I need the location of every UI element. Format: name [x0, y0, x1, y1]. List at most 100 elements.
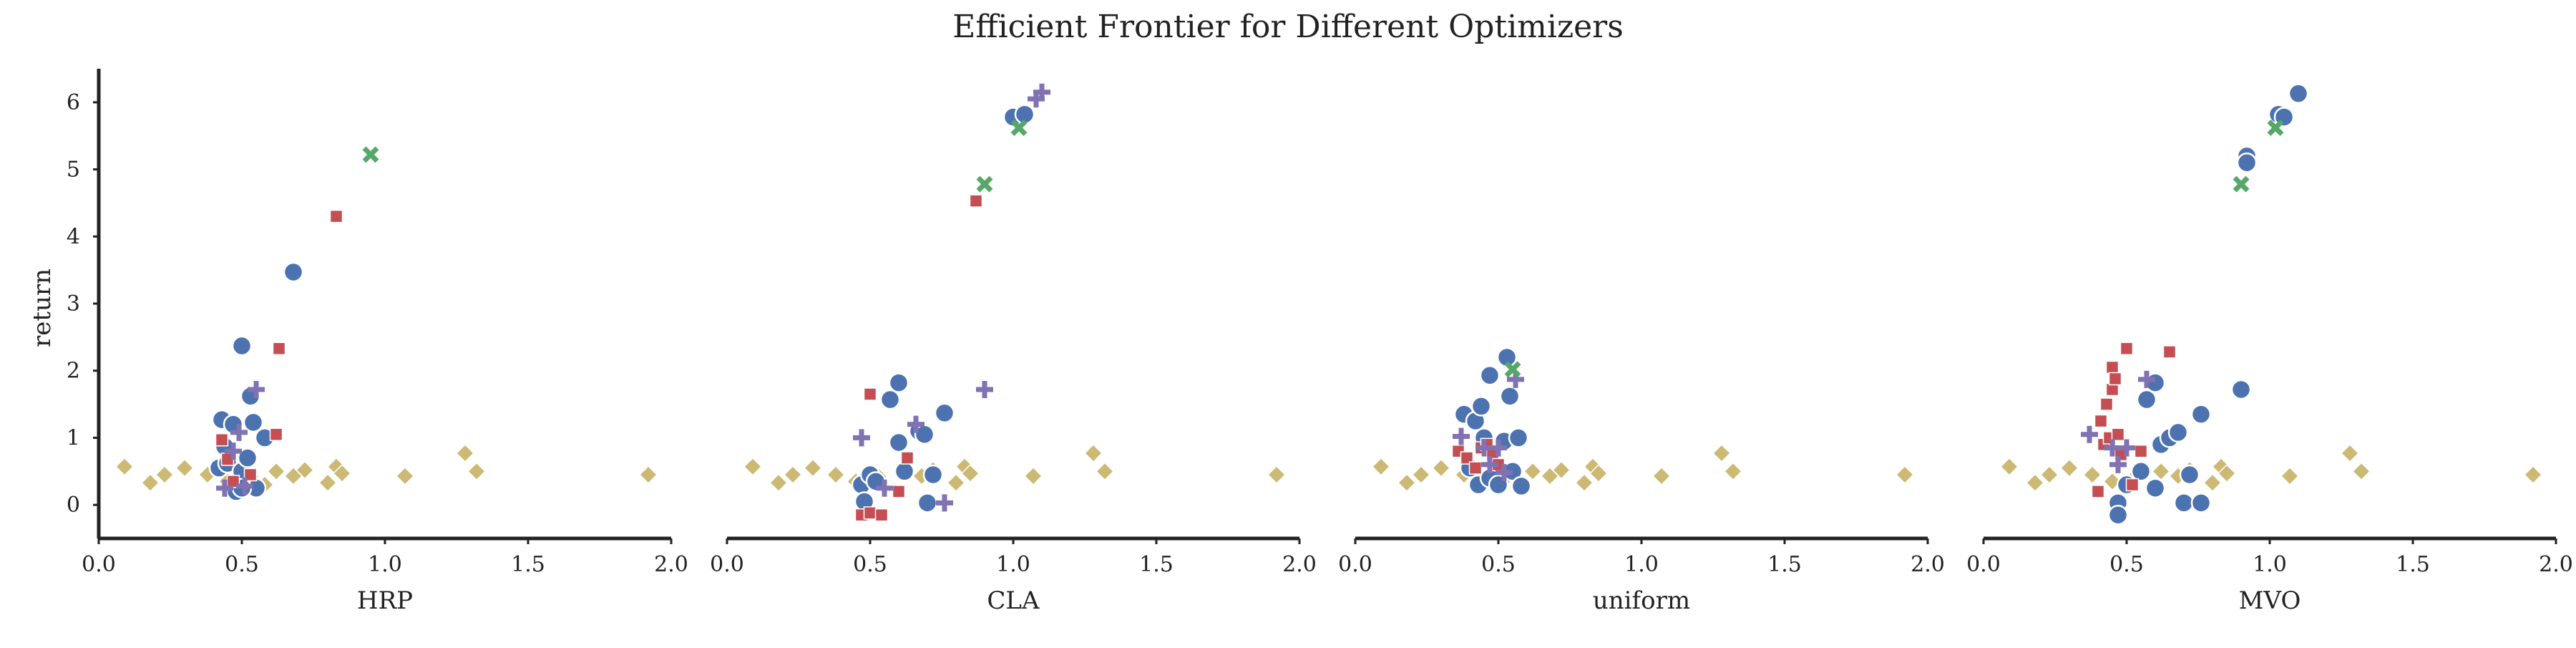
panels-layer: 0 1 2 3 4 5 6 0.0 0.5 1.0 1.5 2.0 HRP 0.0 0.5 1.0 1.5 2.0… — [67, 69, 2573, 615]
scatter-point-plus — [876, 479, 893, 497]
scatter-point-plus — [853, 429, 870, 447]
scatter-point-circle — [231, 335, 253, 357]
x-tick-label: 1.5 — [511, 552, 545, 577]
x-tick-label: 1.5 — [1767, 552, 1802, 577]
x-axis-label: CLA — [987, 586, 1040, 615]
scatter-point-plus — [1481, 455, 1498, 473]
scatter-point-diamond — [826, 465, 846, 485]
scatter-point-square — [900, 451, 914, 465]
scatter-point-diamond — [2340, 443, 2360, 463]
scatter-point-diamond — [1551, 460, 1571, 480]
scatter-point-circle — [237, 448, 258, 468]
scatter-point-plus — [230, 423, 248, 441]
x-tick-label: 2.0 — [654, 552, 688, 577]
scatter-point-circle — [888, 432, 909, 453]
scatter-point-diamond — [2082, 465, 2102, 485]
scatter-point-diamond — [395, 466, 415, 485]
scatter-point-square — [2134, 444, 2148, 458]
scatter-point-square — [874, 508, 889, 522]
scatter-point-square — [1468, 461, 1483, 475]
scatter-point-diamond — [1895, 465, 1915, 485]
scatter-point-diamond — [638, 465, 658, 485]
scatter-point-circle — [243, 412, 264, 433]
scatter-point-square — [269, 427, 283, 441]
scatter-point-x — [2267, 119, 2284, 136]
scatter-point-square — [2094, 414, 2108, 428]
scatter-point-diamond — [2523, 465, 2543, 485]
scatter-point-circle — [2190, 404, 2212, 425]
x-tick-label: 0.5 — [225, 552, 259, 577]
scatter-point-circle — [2236, 152, 2258, 173]
scatter-point-circle — [922, 464, 944, 485]
scatter-point-diamond — [1371, 457, 1391, 476]
scatter-point-circle — [1511, 475, 1532, 497]
scatter-point-plus — [1033, 83, 1050, 101]
scatter-point-circle — [1479, 365, 1501, 386]
scatter-point-diamond — [1431, 458, 1451, 478]
scatter-point-diamond — [1574, 473, 1594, 493]
x-tick-label: 0.5 — [2109, 552, 2144, 577]
y-axis-label: return — [28, 269, 57, 347]
scatter-point-diamond — [2151, 462, 2171, 481]
scatter-point-circle — [2130, 461, 2152, 482]
scatter-point-square — [243, 468, 258, 482]
scatter-point-circle — [2167, 422, 2189, 443]
scatter-point-circle — [2145, 478, 2166, 498]
scatter-point-x — [976, 175, 993, 193]
scatter-point-plus — [2109, 455, 2127, 473]
scatter-point-diamond — [946, 473, 966, 493]
scatter-point-x — [362, 146, 379, 163]
scatter-point-square — [215, 432, 229, 447]
scatter-point-plus — [225, 443, 242, 460]
scatter-point-diamond — [1411, 465, 1431, 485]
scatter-point-diamond — [175, 458, 195, 478]
scatter-point-circle — [2190, 493, 2212, 513]
x-tick-label: 1.5 — [2396, 552, 2430, 577]
x-tick-label: 1.0 — [368, 552, 402, 577]
scatter-point-plus — [2118, 439, 2135, 457]
scatter-point-diamond — [332, 464, 352, 483]
x-tick-label: 1.5 — [1139, 552, 1174, 577]
scatter-point-diamond — [140, 473, 160, 493]
x-tick-label: 2.0 — [1282, 552, 1317, 577]
chart-title: Efficient Frontier for Different Optimiz… — [952, 9, 1624, 45]
scatter-point-x — [2233, 175, 2250, 193]
scatter-point-diamond — [1723, 462, 1743, 481]
x-tick-label: 2.0 — [1911, 552, 1945, 577]
scatter-point-square — [2108, 372, 2122, 386]
scatter-point-diamond — [803, 458, 823, 478]
scatter-point-plus — [236, 477, 253, 495]
scatter-point-square — [1460, 451, 1474, 465]
x-tick-label: 0.0 — [710, 552, 744, 577]
scatter-point-diamond — [318, 473, 338, 493]
panel-2: 0.0 0.5 1.0 1.5 2.0 uniform — [1338, 347, 1945, 615]
panel-1: 0.0 0.5 1.0 1.5 2.0 CLA — [710, 83, 1317, 615]
scatter-point-plus — [1490, 439, 1507, 457]
scatter-point-circle — [2107, 504, 2129, 526]
scatter-point-square — [2125, 478, 2140, 492]
scatter-point-diamond — [1083, 443, 1103, 463]
scatter-point-diamond — [1523, 462, 1543, 481]
scatter-point-diamond — [1267, 465, 1287, 485]
scatter-point-diamond — [2280, 466, 2300, 485]
scatter-point-diamond — [114, 457, 135, 476]
x-tick-label: 2.0 — [2539, 552, 2573, 577]
scatter-point-plus — [248, 380, 265, 398]
scatter-point-diamond — [2039, 465, 2059, 485]
y-tick-label: 4 — [67, 224, 80, 249]
scatter-point-square — [863, 387, 877, 401]
scatter-point-circle — [894, 461, 915, 482]
scatter-point-circle — [1499, 386, 1521, 407]
scatter-point-x — [1504, 361, 1521, 378]
panel-3: 0.0 0.5 1.0 1.5 2.0 MVO — [1966, 83, 2573, 615]
y-tick-label: 1 — [67, 425, 80, 450]
x-tick-label: 0.0 — [1338, 552, 1372, 577]
y-tick-label: 3 — [67, 291, 80, 316]
scatter-point-diamond — [2202, 473, 2223, 493]
scatter-point-diamond — [2217, 464, 2237, 483]
x-tick-label: 0.5 — [853, 552, 887, 577]
scatter-point-diamond — [769, 473, 789, 493]
scatter-point-diamond — [266, 462, 286, 481]
scatter-point-x — [1010, 119, 1028, 136]
scatter-point-circle — [1508, 427, 1529, 448]
